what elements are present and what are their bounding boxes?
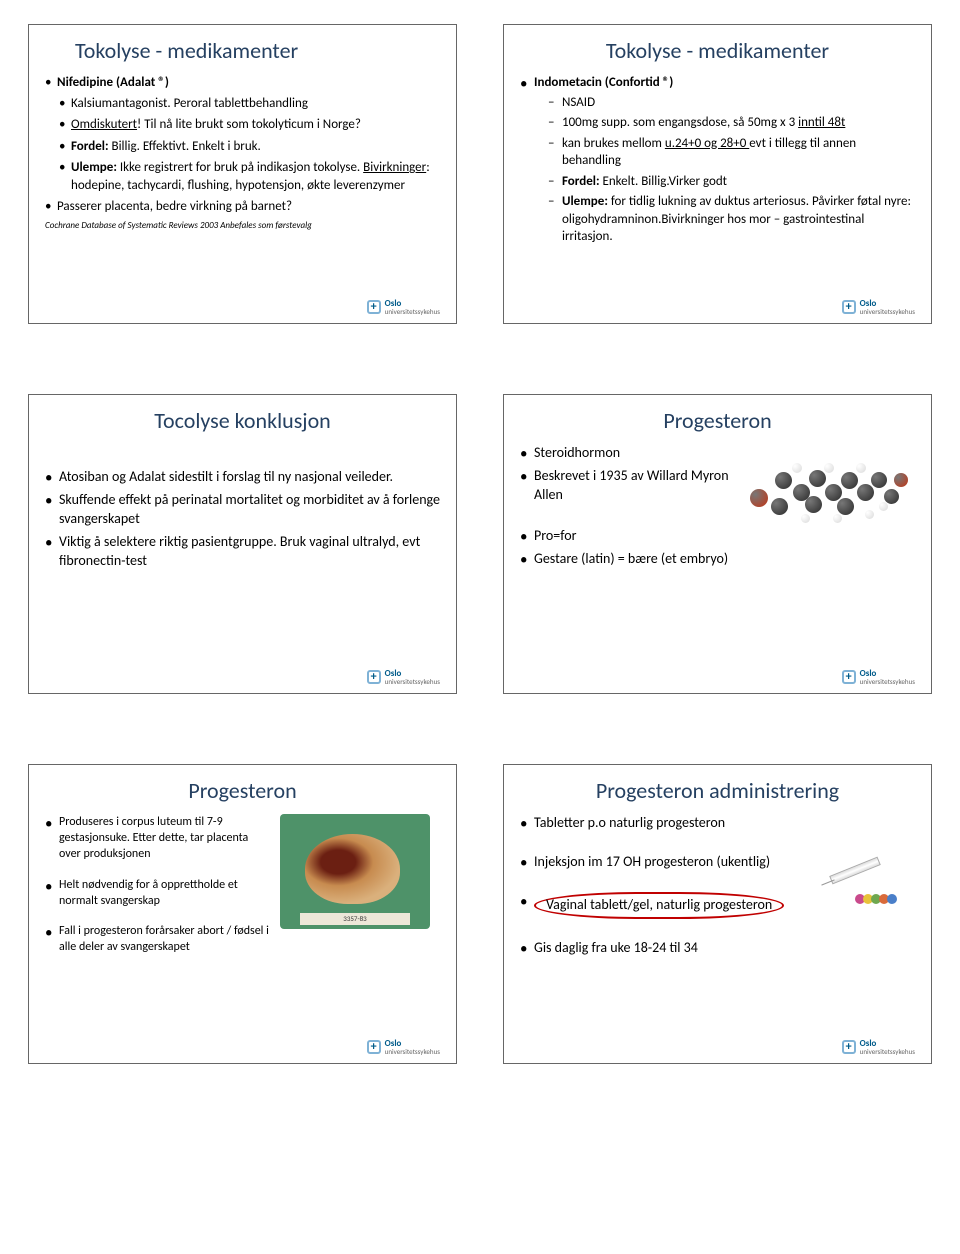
- corpus-luteum-image: 3357-83: [280, 814, 430, 929]
- logo-icon: [842, 1040, 856, 1054]
- list-item: Passerer placenta, bedre virkning på bar…: [45, 198, 440, 216]
- slide-body: Steroidhormon Beskrevet i 1935 av Willar…: [520, 444, 915, 661]
- logo-wrap: Oslouniversitetssykehus: [520, 291, 915, 315]
- list-item: Fall i progesteron forårsaker abort / fø…: [45, 923, 270, 955]
- list-item: Steroidhormon: [520, 444, 745, 463]
- logo-icon: [367, 300, 381, 314]
- slide-title: Tokolyse - medikamenter: [45, 37, 440, 64]
- list-item: Fordel: Enkelt. Billig.Virker godt: [548, 173, 915, 191]
- logo-wrap: Oslouniversitetssykehus: [45, 1031, 440, 1055]
- list-item: Gis daglig fra uke 18-24 til 34: [520, 939, 915, 958]
- list-item: Injeksjon im 17 OH progesteron (ukentlig…: [520, 853, 915, 872]
- list-item: Ulempe: Ikke registrert for bruk på indi…: [59, 159, 440, 194]
- list-item: Produseres i corpus luteum til 7-9 gesta…: [45, 814, 270, 863]
- list-item: Vaginal tablett/gel, naturlig progestero…: [520, 892, 915, 919]
- slide-title: Progesteron administrering: [520, 777, 915, 804]
- slide-progesteron-intro: Progesteron Steroidhormon Beskrevet i 19…: [503, 394, 932, 694]
- list-item: Nifedipine (Adalat ®): [45, 74, 440, 92]
- logo-icon: [367, 1040, 381, 1054]
- highlighted-option: Vaginal tablett/gel, naturlig progestero…: [534, 892, 784, 919]
- logo-icon: [842, 300, 856, 314]
- image-ruler-label: 3357-83: [300, 913, 410, 925]
- slide-grid: Tokolyse - medikamenter Nifedipine (Adal…: [28, 24, 932, 1064]
- list-item: kan brukes mellom u.24+0 og 28+0 evt i t…: [548, 135, 915, 170]
- list-item: Helt nødvendig for å opprettholde et nor…: [45, 877, 270, 909]
- slide-progesteron-fysiologi: Progesteron Produseres i corpus luteum t…: [28, 764, 457, 1064]
- slide-body: Tabletter p.o naturlig progesteron Injek…: [520, 814, 915, 1031]
- hospital-logo: Oslouniversitetssykehus: [367, 299, 440, 315]
- logo-wrap: Oslouniversitetssykehus: [520, 661, 915, 685]
- list-item: Pro=for: [520, 527, 745, 546]
- slide-body: Indometacin (Confortid ®) NSAID 100mg su…: [520, 74, 915, 291]
- molecule-graphic: [755, 444, 915, 564]
- hospital-logo: Oslouniversitetssykehus: [367, 1039, 440, 1055]
- hospital-logo: Oslouniversitetssykehus: [842, 299, 915, 315]
- slide-tokolyse-nifedipine: Tokolyse - medikamenter Nifedipine (Adal…: [28, 24, 457, 324]
- logo-wrap: Oslouniversitetssykehus: [45, 291, 440, 315]
- slide-title: Progesteron: [45, 777, 440, 804]
- logo-wrap: Oslouniversitetssykehus: [45, 661, 440, 685]
- slide-tocolyse-konklusjon: Tocolyse konklusjon Atosiban og Adalat s…: [28, 394, 457, 694]
- slide-progesteron-administrering: Progesteron administrering Tabletter p.o…: [503, 764, 932, 1064]
- list-item: NSAID: [548, 94, 915, 112]
- logo-wrap: Oslouniversitetssykehus: [520, 1031, 915, 1055]
- hospital-logo: Oslouniversitetssykehus: [367, 669, 440, 685]
- list-item: Kalsiumantagonist. Peroral tablettbehand…: [59, 95, 440, 113]
- slide-title: Progesteron: [520, 407, 915, 434]
- list-item: Viktig å selektere riktig pasientgruppe.…: [45, 533, 440, 571]
- logo-icon: [367, 670, 381, 684]
- list-item: Tabletter p.o naturlig progesteron: [520, 814, 915, 833]
- list-item: Indometacin (Confortid ®) NSAID 100mg su…: [520, 74, 915, 246]
- slide-body: Atosiban og Adalat sidestilt i forslag t…: [45, 468, 440, 661]
- hospital-logo: Oslouniversitetssykehus: [842, 669, 915, 685]
- logo-icon: [842, 670, 856, 684]
- slide-title: Tokolyse - medikamenter: [520, 37, 915, 64]
- list-item: Omdiskutert! Til nå lite brukt som tokol…: [59, 116, 440, 134]
- list-item: Ulempe: for tidlig lukning av duktus art…: [548, 193, 915, 246]
- hospital-logo: Oslouniversitetssykehus: [842, 1039, 915, 1055]
- list-item: Fordel: Billig. Effektivt. Enkelt i bruk…: [59, 138, 440, 156]
- list-item: Skuffende effekt på perinatal mortalitet…: [45, 491, 440, 529]
- slide-body: Nifedipine (Adalat ®) Kalsiumantagonist.…: [45, 74, 440, 291]
- list-item: Gestare (latin) = bære (et embryo): [520, 550, 745, 569]
- citation: Cochrane Database of Systematic Reviews …: [45, 220, 440, 232]
- slide-tokolyse-indometacin: Tokolyse - medikamenter Indometacin (Con…: [503, 24, 932, 324]
- slide-body: Produseres i corpus luteum til 7-9 gesta…: [45, 814, 440, 1031]
- list-item: Atosiban og Adalat sidestilt i forslag t…: [45, 468, 440, 487]
- slide-title: Tocolyse konklusjon: [45, 407, 440, 434]
- list-item: Beskrevet i 1935 av Willard Myron Allen: [520, 467, 745, 505]
- list-item: 100mg supp. som engangsdose, så 50mg x 3…: [548, 114, 915, 132]
